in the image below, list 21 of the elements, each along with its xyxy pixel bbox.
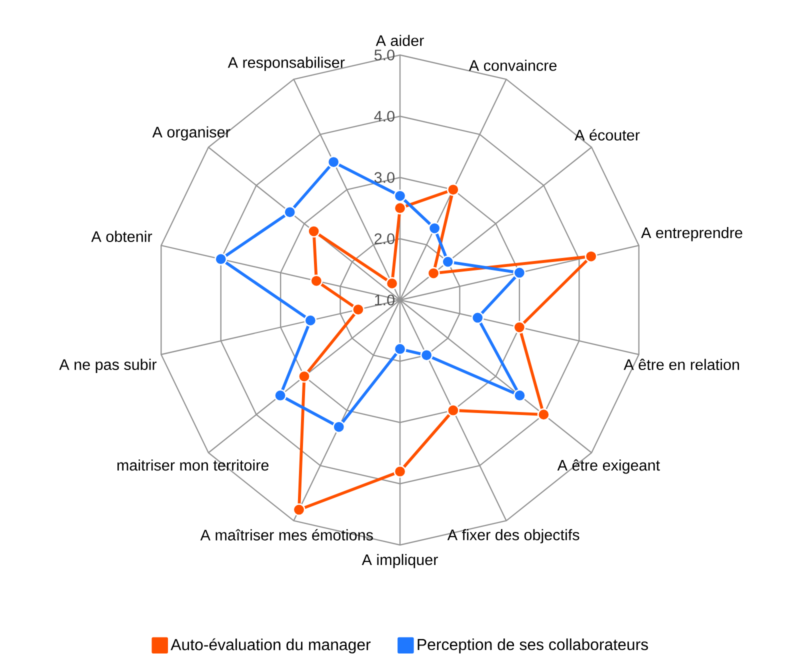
- spoke-label: A obtenir: [91, 230, 152, 242]
- spoke-label: A impliquer: [362, 554, 438, 568]
- spoke-label: A responsabiliser: [228, 56, 345, 71]
- spoke-label: A fixer des objectifs: [447, 529, 580, 544]
- y-tick-label: 2.0: [374, 233, 394, 244]
- y-tick-label: 3.0: [374, 172, 394, 183]
- legend-label: Auto-évaluation du manager: [170, 638, 371, 654]
- legend-label: Perception de ses collaborateurs: [418, 638, 648, 654]
- spoke-label: A entreprendre: [641, 226, 742, 242]
- spoke-label: A aider: [376, 34, 424, 46]
- spoke-label: maitriser mon territoire: [117, 459, 269, 471]
- spoke-label: A organiser: [152, 126, 230, 141]
- spoke-label: A écouter: [574, 129, 640, 141]
- spoke-label: A être en relation: [624, 358, 739, 370]
- y-tick-label: 1.0: [375, 294, 394, 306]
- spoke-label: A convaincre: [468, 60, 557, 71]
- y-tick-label: 4.0: [374, 110, 394, 122]
- y-tick-label: 5.0: [374, 50, 394, 60]
- spoke-label: A ne pas subir: [59, 358, 157, 374]
- spoke-label: A être exigeant: [557, 459, 660, 474]
- spoke-label: A maîtriser mes émotions: [200, 529, 373, 540]
